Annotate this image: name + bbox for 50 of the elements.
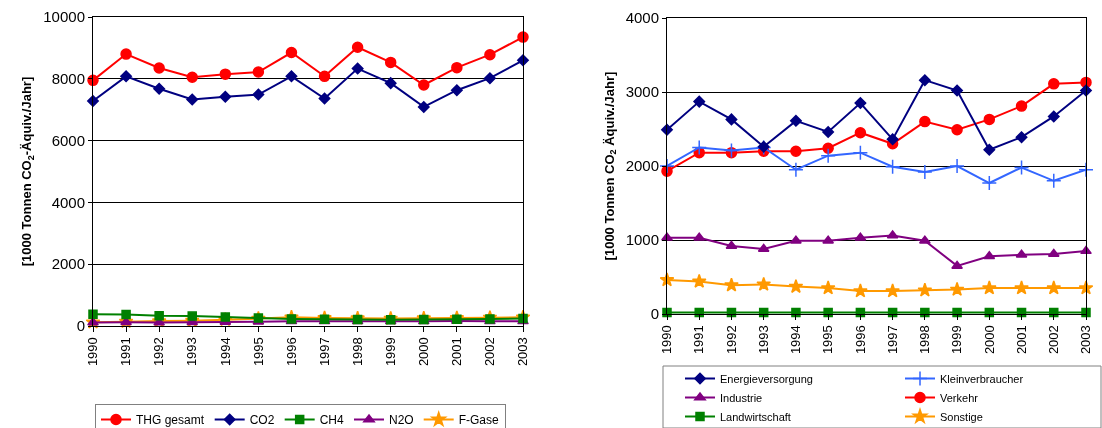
y-tick-label: 4000: [625, 9, 659, 27]
x-tick-label: 2000: [981, 325, 997, 355]
y-tick-label: 3000: [625, 83, 659, 101]
y-tick-label: 1000: [625, 231, 659, 249]
legend-label: Industrie: [720, 391, 763, 404]
x-tick-label: 1994: [217, 337, 233, 367]
x-tick-label: 1998: [917, 325, 933, 355]
y-tick-label: 2000: [625, 157, 659, 175]
legend-label: Landwirtschaft: [720, 410, 791, 423]
legend-label: Verkehr: [940, 391, 979, 404]
x-tick-label: 1990: [659, 325, 675, 355]
x-tick-label: 1992: [723, 325, 739, 355]
x-tick-label: 2003: [1078, 325, 1094, 355]
y-tick-label: 0: [650, 305, 659, 323]
y-tick-label: 2000: [51, 255, 85, 273]
x-tick-label: 2001: [1013, 325, 1029, 355]
x-tick-label: 2002: [1045, 325, 1061, 355]
y-tick-label: 8000: [51, 70, 85, 88]
x-tick-label: 1995: [250, 337, 266, 367]
x-tick-label: 1996: [283, 337, 299, 367]
x-tick-label: 2002: [482, 337, 498, 367]
x-tick-label: 1993: [755, 325, 771, 355]
x-tick-label: 1998: [349, 337, 365, 367]
x-tick-label: 1994: [788, 325, 804, 355]
legend-label: CH4: [319, 413, 345, 428]
x-tick-label: 1996: [852, 325, 868, 355]
x-tick-label: 1997: [316, 337, 332, 367]
x-tick-label: 2000: [415, 337, 431, 367]
legend-label: CO2: [249, 413, 275, 428]
y-tick-label: 0: [76, 317, 85, 335]
x-tick-label: 1992: [151, 337, 167, 367]
legend-label: F-Gase: [458, 413, 500, 428]
x-tick-label: 1991: [118, 337, 134, 367]
x-tick-label: 2001: [449, 337, 465, 367]
x-tick-label: 1999: [382, 337, 398, 367]
legend-label: N2O: [389, 413, 414, 428]
x-tick-label: 1991: [691, 325, 707, 355]
y-tick-label: 4000: [51, 193, 85, 211]
x-tick-label: 1993: [184, 337, 200, 367]
y-tick-label: 10000: [43, 8, 85, 26]
x-tick-label: 1999: [949, 325, 965, 355]
x-tick-label: 1995: [820, 325, 836, 355]
legend-label: THG gesamt: [136, 413, 205, 428]
x-tick-label: 1990: [85, 337, 101, 367]
legend-label: Sonstige: [940, 410, 983, 423]
y-tick-label: 6000: [51, 131, 85, 149]
legend-label: Energieversorgung: [720, 372, 813, 385]
x-tick-label: 1997: [884, 325, 900, 355]
x-tick-label: 2003: [515, 337, 531, 367]
legend-label: Kleinverbraucher: [940, 372, 1024, 385]
